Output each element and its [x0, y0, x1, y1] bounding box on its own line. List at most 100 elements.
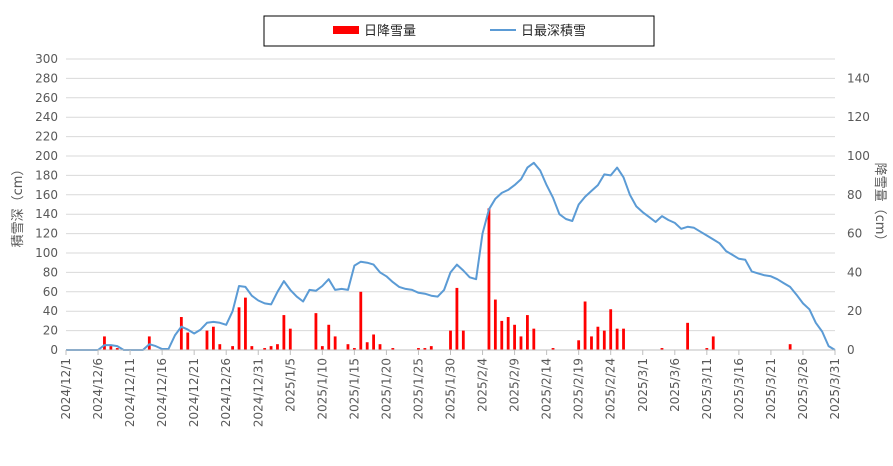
snowfall-bar [615, 328, 619, 350]
snowfall-bar [211, 326, 215, 350]
snowfall-bar [103, 336, 106, 350]
snowfall-bar [622, 328, 625, 350]
right-tick-label: 80 [847, 188, 862, 202]
snowfall-bar [493, 299, 497, 350]
snow-depth-line [66, 161, 836, 351]
x-tick-label: 2025/2/14 [540, 358, 554, 420]
legend-box [263, 15, 655, 47]
left-tick-label: 280 [35, 71, 58, 85]
snowfall-bar [263, 348, 267, 350]
snowfall-bar [205, 330, 209, 350]
snowfall-bar [346, 344, 350, 350]
left-tick-label: 80 [43, 265, 58, 279]
snowfall-bar [186, 332, 190, 350]
x-tick-label: 2025/3/21 [764, 358, 778, 420]
snowfall-bar [115, 348, 119, 350]
x-tick-label: 2025/1/25 [411, 358, 425, 420]
snowfall-bar [365, 342, 369, 350]
snowfall-bar [333, 336, 337, 350]
snowfall-bar [590, 336, 593, 350]
x-tick-label: 2024/12/16 [155, 358, 169, 427]
x-tick-label: 2024/12/1 [59, 358, 73, 420]
snowfall-bar [314, 313, 318, 350]
snowfall-bar [359, 291, 363, 350]
snowfall-bar [423, 348, 427, 350]
snowfall-bar [109, 346, 113, 350]
snowfall-bar [455, 287, 459, 350]
left-tick-label: 0 [50, 343, 58, 357]
x-tick-label: 2025/3/16 [732, 358, 746, 420]
snowfall-bar [269, 346, 273, 350]
snowfall-bar [705, 348, 709, 350]
x-tick-label: 2024/12/26 [219, 358, 233, 427]
x-tick-label: 2025/3/11 [700, 358, 714, 420]
snowfall-bar [352, 348, 356, 350]
left-axis-ticks: 0 20 40 60 80 100 120 140 160 180 200 220 240 260 280 3… [35, 52, 58, 357]
left-tick-label: 120 [35, 227, 58, 241]
legend-swatch-snowfall [333, 26, 359, 34]
snowfall-bar [417, 348, 420, 350]
right-axis-title: 降雪量（cm） [872, 163, 887, 248]
right-tick-label: 40 [847, 265, 862, 279]
x-tick-label: 2025/3/31 [828, 358, 842, 420]
right-tick-label: 20 [847, 304, 862, 318]
left-tick-label: 300 [35, 52, 58, 66]
snowfall-bar [282, 315, 286, 350]
x-tick-label: 2025/2/24 [604, 358, 618, 420]
left-tick-label: 40 [43, 304, 58, 318]
snowfall-bar [244, 297, 247, 350]
snowfall-bar [320, 346, 324, 350]
snowfall-bar [551, 348, 555, 350]
snowfall-bar [391, 348, 395, 350]
snowfall-bar [519, 336, 523, 350]
snowfall-bar [231, 346, 235, 350]
x-tick-label: 2025/1/15 [347, 358, 361, 420]
snowfall-bar [711, 336, 715, 350]
snowfall-bar [577, 340, 581, 350]
snow-depth-series [66, 161, 836, 351]
gridlines [66, 58, 835, 351]
snowfall-bar [513, 324, 516, 350]
left-tick-label: 220 [35, 130, 58, 144]
legend: 日降雪量 日最深積雪 [263, 15, 655, 47]
left-tick-label: 200 [35, 149, 58, 163]
left-tick-label: 240 [35, 110, 58, 124]
snowfall-bar [461, 330, 465, 350]
right-tick-label: 60 [847, 227, 862, 241]
axes [65, 349, 836, 355]
snowfall-bar [250, 346, 254, 350]
snowfall-bar [526, 315, 529, 350]
x-tick-label: 2025/3/26 [796, 358, 810, 420]
x-tick-label: 2025/1/20 [379, 358, 393, 420]
snowfall-bars [103, 208, 792, 350]
snowfall-bar [237, 307, 241, 350]
x-tick-label: 2025/2/4 [476, 358, 490, 412]
right-axis-ticks: 0 20 40 60 80 100 120 140 [847, 71, 870, 357]
snowfall-bar [609, 309, 613, 350]
x-tick-label: 2025/3/1 [636, 358, 650, 412]
snowfall-bar [378, 344, 382, 350]
snowfall-bar [583, 301, 587, 350]
x-tick-label: 2025/1/10 [315, 358, 329, 420]
x-tick-label: 2024/12/11 [123, 358, 137, 427]
snowfall-bar [660, 348, 664, 350]
x-tick-label: 2025/2/19 [572, 358, 586, 420]
left-tick-label: 60 [43, 285, 58, 299]
right-tick-label: 100 [847, 149, 870, 163]
snowfall-bar [288, 328, 292, 350]
snowfall-bar [449, 330, 452, 350]
left-tick-label: 260 [35, 91, 58, 105]
snowfall-bar [372, 334, 375, 350]
x-axis-ticks: 2024/12/1 2024/12/6 2024/12/11 2024/12/16 20… [59, 358, 842, 427]
x-tick-label: 2025/3/6 [668, 358, 682, 412]
right-tick-label: 140 [847, 71, 870, 85]
snowfall-bar [487, 208, 491, 350]
left-tick-label: 140 [35, 207, 58, 221]
legend-label-snowfall: 日降雪量 [364, 24, 416, 39]
left-tick-label: 160 [35, 188, 58, 202]
left-tick-label: 180 [35, 168, 58, 182]
right-tick-label: 0 [847, 343, 855, 357]
right-tick-label: 120 [847, 110, 870, 124]
